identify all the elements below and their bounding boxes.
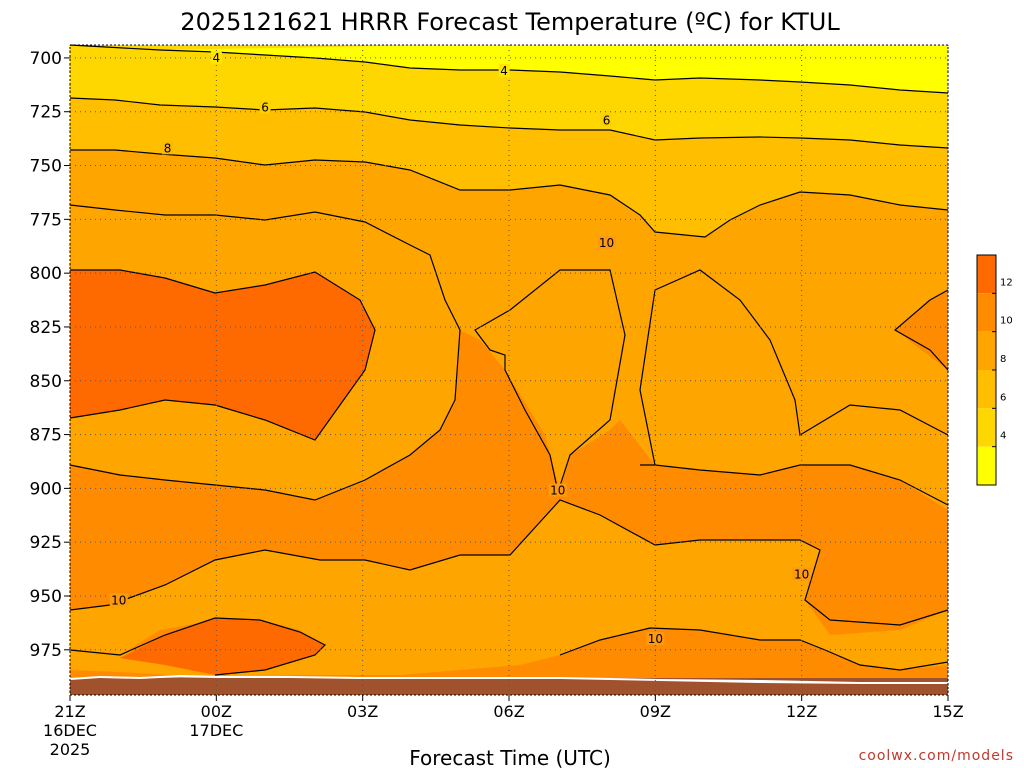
- x-tick-label: 09Z: [640, 702, 671, 721]
- contour-label: 10: [648, 632, 663, 646]
- x-tick-label: 15Z: [932, 702, 963, 721]
- ground-edge: [70, 675, 948, 684]
- y-axis: 700 725 750 775 800 825 850 875 900 925 950 975: [30, 49, 70, 661]
- contour-label: 6: [261, 100, 269, 114]
- y-tick-label: 775: [30, 210, 62, 230]
- colorbar-segment: [977, 408, 996, 447]
- fill-12-14-low: [120, 618, 325, 675]
- contour-label-bg: [792, 567, 811, 581]
- contour-label: 4: [213, 51, 221, 65]
- colorbar-tick-label: 4: [1000, 431, 1006, 442]
- contour-label: 10: [111, 593, 126, 607]
- y-tick-label: 725: [30, 103, 62, 123]
- contour-12-low: [69, 617, 327, 676]
- contour-label-bg: [109, 593, 128, 607]
- y-tick-label: 875: [30, 426, 62, 446]
- contour-label: 10: [599, 236, 614, 250]
- contour-label: 10: [550, 484, 565, 498]
- contour-label-bg: [601, 113, 613, 127]
- contour-6: [69, 97, 949, 149]
- colorbar-segment: [977, 370, 996, 409]
- colorbar-tick-label: 10: [1000, 316, 1013, 327]
- fill-pocket-right: [640, 270, 948, 505]
- colorbar-segment: [977, 293, 996, 332]
- contour-10-right: [893, 289, 949, 371]
- colorbar: 12 10 8 6 4: [976, 254, 1013, 486]
- contour-label: 10: [794, 567, 809, 581]
- contour-label-bg: [210, 50, 222, 64]
- contour-lines: [69, 44, 949, 676]
- contour-8-pocket: [640, 464, 949, 506]
- fill-2-4: [160, 45, 948, 93]
- contour-label-bg: [162, 141, 174, 155]
- x-tick-label: 12Z: [786, 702, 817, 721]
- contour-10-upper: [69, 204, 461, 501]
- contour-8-pocket-b: [639, 269, 949, 466]
- contour-10-plume: [474, 269, 626, 495]
- x-tick-label: 06Z: [493, 702, 524, 721]
- contour-10-low: [559, 627, 949, 671]
- x-tick-year: 2025: [50, 740, 91, 759]
- fill-12-14-core: [70, 270, 375, 440]
- contour-label-group: 4 4 6 6 8 10 10 10 10 10: [109, 50, 811, 646]
- colorbar-tick-label: 12: [1000, 277, 1013, 288]
- contour-label: 6: [603, 113, 611, 127]
- contour-label-bg: [259, 100, 271, 114]
- y-tick-label: 925: [30, 533, 62, 553]
- contour-12-core: [69, 269, 376, 441]
- y-tick-label: 800: [30, 264, 62, 284]
- contour-label-bg: [597, 236, 616, 250]
- y-tick-label: 825: [30, 318, 62, 338]
- y-tick-label: 975: [30, 641, 62, 661]
- contour-label: 8: [164, 141, 172, 155]
- contour-4-a: [69, 44, 949, 94]
- chart-title: 2025121621 HRRR Forecast Temperature (ºC…: [180, 8, 840, 36]
- contour-label: 4: [500, 64, 508, 78]
- x-axis-label: Forecast Time (UTC): [409, 746, 611, 768]
- contour-label-bg: [646, 632, 665, 646]
- credit-text[interactable]: coolwx.com/models: [859, 748, 1014, 764]
- x-tick-date: 16DEC: [43, 721, 97, 740]
- colorbar-tick-label: 6: [1000, 392, 1006, 403]
- colorbar-tick-label: 8: [1000, 354, 1006, 365]
- grid-lines: [69, 45, 949, 695]
- contour-10-lower: [69, 499, 949, 626]
- y-tick-label: 700: [30, 49, 62, 69]
- y-tick-label: 950: [30, 587, 62, 607]
- x-tick-date: 17DEC: [189, 721, 243, 740]
- colorbar-segment: [977, 446, 996, 485]
- contour-label-bg: [498, 63, 510, 77]
- fill-pocket-edge: [895, 290, 948, 370]
- plot-area: [69, 44, 949, 696]
- contour-label-bg: [548, 483, 567, 497]
- x-tick-label: 03Z: [347, 702, 378, 721]
- contour-8: [70, 149, 949, 238]
- x-tick-label: 21Z: [54, 702, 85, 721]
- y-tick-label: 900: [30, 479, 62, 499]
- x-tick-label: 00Z: [201, 702, 232, 721]
- y-tick-label: 750: [30, 157, 62, 177]
- colorbar-segment: [977, 331, 996, 370]
- y-tick-label: 850: [30, 372, 62, 392]
- colorbar-segment: [977, 255, 996, 294]
